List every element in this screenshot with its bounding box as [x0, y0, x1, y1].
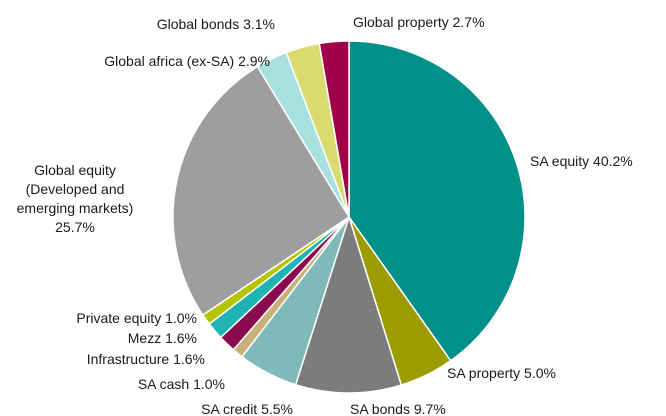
- slice-label: SA credit 5.5%: [201, 401, 293, 416]
- slice-label-line: SA equity 40.2%: [530, 153, 633, 169]
- slice-label-line: SA credit 5.5%: [201, 401, 293, 416]
- pie-slice: [294, 214, 403, 394]
- slice-label-line: Global equity: [34, 162, 116, 178]
- slice-label: Infrastructure 1.6%: [87, 351, 205, 367]
- pie-labels: SA equity 40.2% SA property 5.0% SA bonds …: [17, 14, 633, 416]
- slice-label-line: SA bonds 9.7%: [350, 401, 446, 416]
- slice-label-line: (Developed and: [26, 181, 125, 197]
- pie-slice: [348, 40, 526, 362]
- pie-slice: [318, 40, 350, 218]
- slice-label-line: SA cash 1.0%: [138, 376, 225, 392]
- slice-label-line: Infrastructure 1.6%: [87, 351, 205, 367]
- slice-label: Global africa (ex-SA) 2.9%: [104, 53, 270, 69]
- slice-label: Global equity (Developed and emerging mark…: [17, 162, 134, 235]
- pie-slice: [172, 65, 351, 317]
- slice-label: SA bonds 9.7%: [350, 401, 446, 416]
- slice-label: SA property 5.0%: [447, 365, 556, 381]
- slice-label-line: Global bonds 3.1%: [157, 16, 275, 32]
- slice-label-line: Global property 2.7%: [353, 14, 485, 30]
- slice-label-line: emerging markets): [17, 200, 134, 216]
- slice-label: SA equity 40.2%: [530, 153, 633, 169]
- slice-label-line: Private equity 1.0%: [76, 310, 197, 326]
- slice-label-line: 25.7%: [55, 219, 95, 235]
- slice-label: Global bonds 3.1%: [157, 16, 275, 32]
- slice-label: Global property 2.7%: [353, 14, 485, 30]
- slice-label: SA cash 1.0%: [138, 376, 225, 392]
- slice-label: Mezz 1.6%: [128, 330, 197, 346]
- slice-label-line: Global africa (ex-SA) 2.9%: [104, 53, 270, 69]
- pie-slices: [172, 40, 526, 394]
- slice-label: Private equity 1.0%: [76, 310, 197, 326]
- slice-label-line: SA property 5.0%: [447, 365, 556, 381]
- slice-label-line: Mezz 1.6%: [128, 330, 197, 346]
